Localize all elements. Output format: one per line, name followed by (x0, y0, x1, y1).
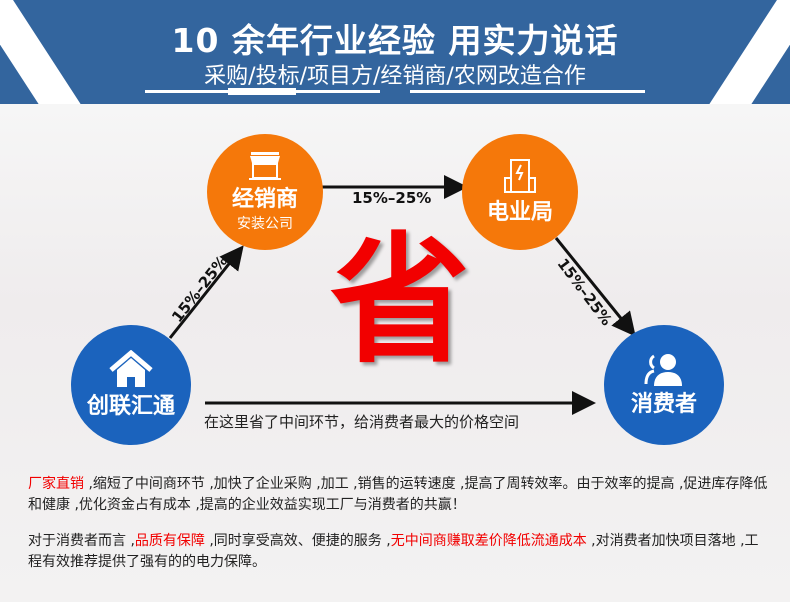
node-consumer-label: 消费者 (630, 392, 697, 417)
save-character: 省 (330, 220, 471, 383)
paragraph-direct-sales: 厂家直销 ,缩短了中间商环节 ,加快了企业采购 ,加工 ,销售的运转速度 ,提高… (28, 474, 768, 516)
page-title: 10 余年行业经验 用实力说话 (171, 21, 619, 60)
paragraph-text: ,对消费者加快项目落地 ,工程有效推荐提供了强有的的电力保障。 (28, 533, 759, 570)
users-icon (644, 354, 682, 386)
paragraph-consumer: 对于消费者而言 ,品质有保障 ,同时享受高效、便捷的服务 ,无中间商赚取差价降低… (28, 531, 768, 573)
node-company: 创联汇通 (71, 325, 191, 445)
node-dealer-sub: 安装公司 (237, 216, 293, 232)
node-dealer: 经销商 安装公司 (207, 134, 323, 250)
paragraph-text: ,缩短了中间商环节 ,加快了企业采购 ,加工 ,销售的运转速度 ,提高了周转效率… (28, 476, 768, 513)
paragraph-text: ,同时享受高效、便捷的服务 , (204, 533, 391, 549)
header-banner: 10 余年行业经验 用实力说话 采购/投标/项目方/经销商/农网改造合作 (0, 0, 790, 104)
direct-sale-note: 在这里省了中间环节，给消费者最大的价格空间 (204, 413, 520, 431)
arrow-company-to-dealer (168, 245, 244, 339)
divider-accent (228, 88, 296, 95)
paragraph-text: 对于消费者而言 , (28, 533, 135, 549)
node-consumer: 消费者 (604, 325, 724, 445)
node-company-label: 创联汇通 (86, 394, 175, 419)
house-icon (109, 350, 153, 387)
highlight-direct-sales: 厂家直销 (28, 476, 84, 492)
storefront-icon (249, 152, 281, 180)
node-dealer-label: 经销商 (231, 187, 298, 212)
divider (410, 90, 645, 93)
node-utility: 电业局 (462, 134, 578, 250)
highlight-no-middleman: 无中间商赚取差价降低流通成本 (390, 533, 587, 549)
building-lightning-icon (504, 159, 536, 193)
node-utility-label: 电业局 (486, 200, 553, 225)
arrow-utility-to-consumer (554, 237, 636, 337)
page-subtitle: 采购/投标/项目方/经销商/农网改造合作 (204, 64, 586, 89)
markup-label-top: 15%–25% (352, 189, 432, 207)
highlight-quality: 品质有保障 (134, 533, 205, 549)
